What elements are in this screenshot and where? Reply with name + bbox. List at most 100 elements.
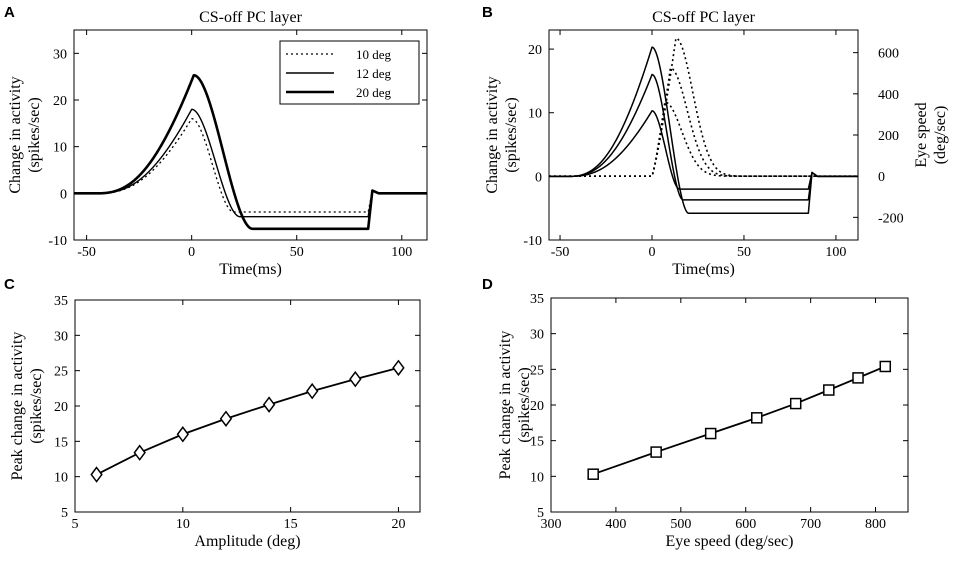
series-group: [74, 73, 427, 231]
y-tick-label: 35: [530, 292, 544, 307]
x-axis-label: Eye speed (deg/sec): [666, 533, 794, 550]
series-line-12-deg: [74, 108, 427, 218]
data-point-marker: [133, 444, 146, 461]
y-tick-label: 10: [54, 471, 68, 486]
x-tick-label: 700: [800, 517, 821, 532]
x-tick-label: 0: [649, 245, 656, 260]
legend-label: 12 deg: [356, 66, 392, 81]
y2-tick-label: 600: [878, 47, 899, 62]
data-point-marker: [90, 466, 103, 483]
y2-axis-label: Eye speed: [913, 102, 930, 167]
activity-line: [549, 46, 858, 215]
y-tick-label: 20: [530, 399, 544, 414]
x-tick-label: 20: [391, 517, 405, 532]
legend-label: 10 deg: [356, 47, 392, 62]
legend: 10 deg 12 deg 20 deg: [279, 40, 420, 105]
data-point-marker: [219, 410, 233, 427]
panel-letter: A: [4, 4, 15, 21]
x-tick-label: 100: [391, 245, 412, 260]
series-group: [549, 37, 858, 215]
y-axis-label: (spikes/sec): [28, 368, 45, 444]
panel-letter: C: [4, 276, 15, 293]
x-tick-label: 0: [188, 245, 195, 260]
activity-line: [549, 110, 858, 190]
data-point-marker: [789, 397, 802, 410]
plot-frame: [73, 29, 428, 241]
y-axis-label: Peak change in activity: [497, 331, 514, 480]
data-point-marker: [751, 412, 763, 424]
legend-label: 20 deg: [356, 85, 392, 100]
y-tick-label: -10: [523, 234, 542, 249]
series-line-20-deg: [74, 73, 427, 231]
y2-tick-label: 400: [878, 88, 899, 103]
y-tick-label: 0: [535, 170, 542, 185]
data-point-marker: [823, 384, 835, 396]
x-tick-label: 50: [737, 245, 751, 260]
plot-frame: [548, 29, 859, 241]
y-tick-label: 30: [530, 328, 544, 343]
plot-frame: [74, 299, 421, 513]
x-axis-label: Time(ms): [672, 261, 735, 278]
y-tick-label: 15: [530, 435, 544, 450]
x-tick-label: 800: [865, 517, 886, 532]
panel-c: C 5 10 15 20 5 10 15 20 25 30 35 Amplitude (deg) Peak…: [4, 276, 421, 550]
data-line: [96, 366, 399, 476]
data-point-marker: [349, 370, 362, 388]
data-point-marker: [852, 372, 864, 384]
y2-tick-label: -200: [878, 211, 904, 226]
activity-line: [549, 73, 858, 201]
x-tick-label: 400: [605, 517, 626, 532]
y2-axis-label: (deg/sec): [932, 106, 949, 165]
x-tick-label: -50: [551, 245, 570, 260]
x-tick-label: 500: [670, 517, 691, 532]
x-axis-label: Amplitude (deg): [194, 533, 300, 550]
x-axis-label: Time(ms): [219, 261, 282, 278]
x-tick-label: 600: [735, 517, 756, 532]
y-tick-label: 25: [530, 363, 544, 378]
plot-frame: [550, 297, 909, 513]
x-tick-label: -50: [77, 245, 96, 260]
y2-tick-label: 0: [878, 170, 885, 185]
x-tick-label: 100: [825, 245, 846, 260]
data-point-marker: [306, 382, 319, 400]
y-axis-label: Peak change in activity: [9, 332, 26, 481]
y-axis-label: (spikes/sec): [503, 97, 520, 173]
y-tick-label: 30: [54, 329, 68, 344]
data-point-marker: [587, 468, 599, 480]
panel-d: D 300 400 500 600 700 800 5 10 15 20 25 30 35 Eye spee…: [482, 276, 909, 550]
y-tick-label: 15: [54, 435, 68, 450]
data-point-marker: [176, 426, 189, 443]
y-tick-label: 5: [61, 506, 68, 521]
x-tick-label: 15: [284, 517, 298, 532]
y-tick-label: 0: [60, 187, 67, 202]
chart-title: CS-off PC layer: [199, 9, 302, 26]
y-axis-label: Change in activity: [484, 76, 501, 193]
data-point-marker: [650, 446, 662, 458]
y-tick-label: 10: [53, 141, 67, 156]
y-axis-label: (spikes/sec): [26, 97, 43, 173]
y-tick-label: 35: [54, 294, 68, 309]
y2-tick-label: 200: [878, 129, 899, 144]
y-axis-label: Change in activity: [7, 76, 24, 193]
eye-speed-line: [549, 37, 858, 177]
x-tick-label: 10: [176, 517, 190, 532]
x-tick-label: 300: [541, 517, 562, 532]
panel-letter: D: [482, 276, 493, 293]
data-point-marker: [392, 359, 405, 377]
data-point-marker: [704, 427, 717, 440]
y-tick-label: 10: [528, 107, 542, 122]
y-tick-label: 25: [54, 365, 68, 380]
y-tick-label: 20: [54, 400, 68, 415]
panel-b: B CS-off PC layer -50 0 50 100 -10 0 10 20 Time(ms…: [482, 4, 949, 278]
x-tick-label: 5: [72, 517, 79, 532]
y-tick-label: -10: [48, 234, 67, 249]
data-line: [592, 365, 886, 476]
panel-letter: B: [482, 4, 493, 21]
y-axis-label: (spikes/sec): [516, 367, 533, 443]
y-tick-label: 20: [53, 94, 67, 109]
y-tick-label: 10: [530, 470, 544, 485]
eye-speed-line: [549, 101, 858, 177]
series-line-10-deg: [74, 118, 427, 213]
data-point-marker: [262, 396, 276, 413]
